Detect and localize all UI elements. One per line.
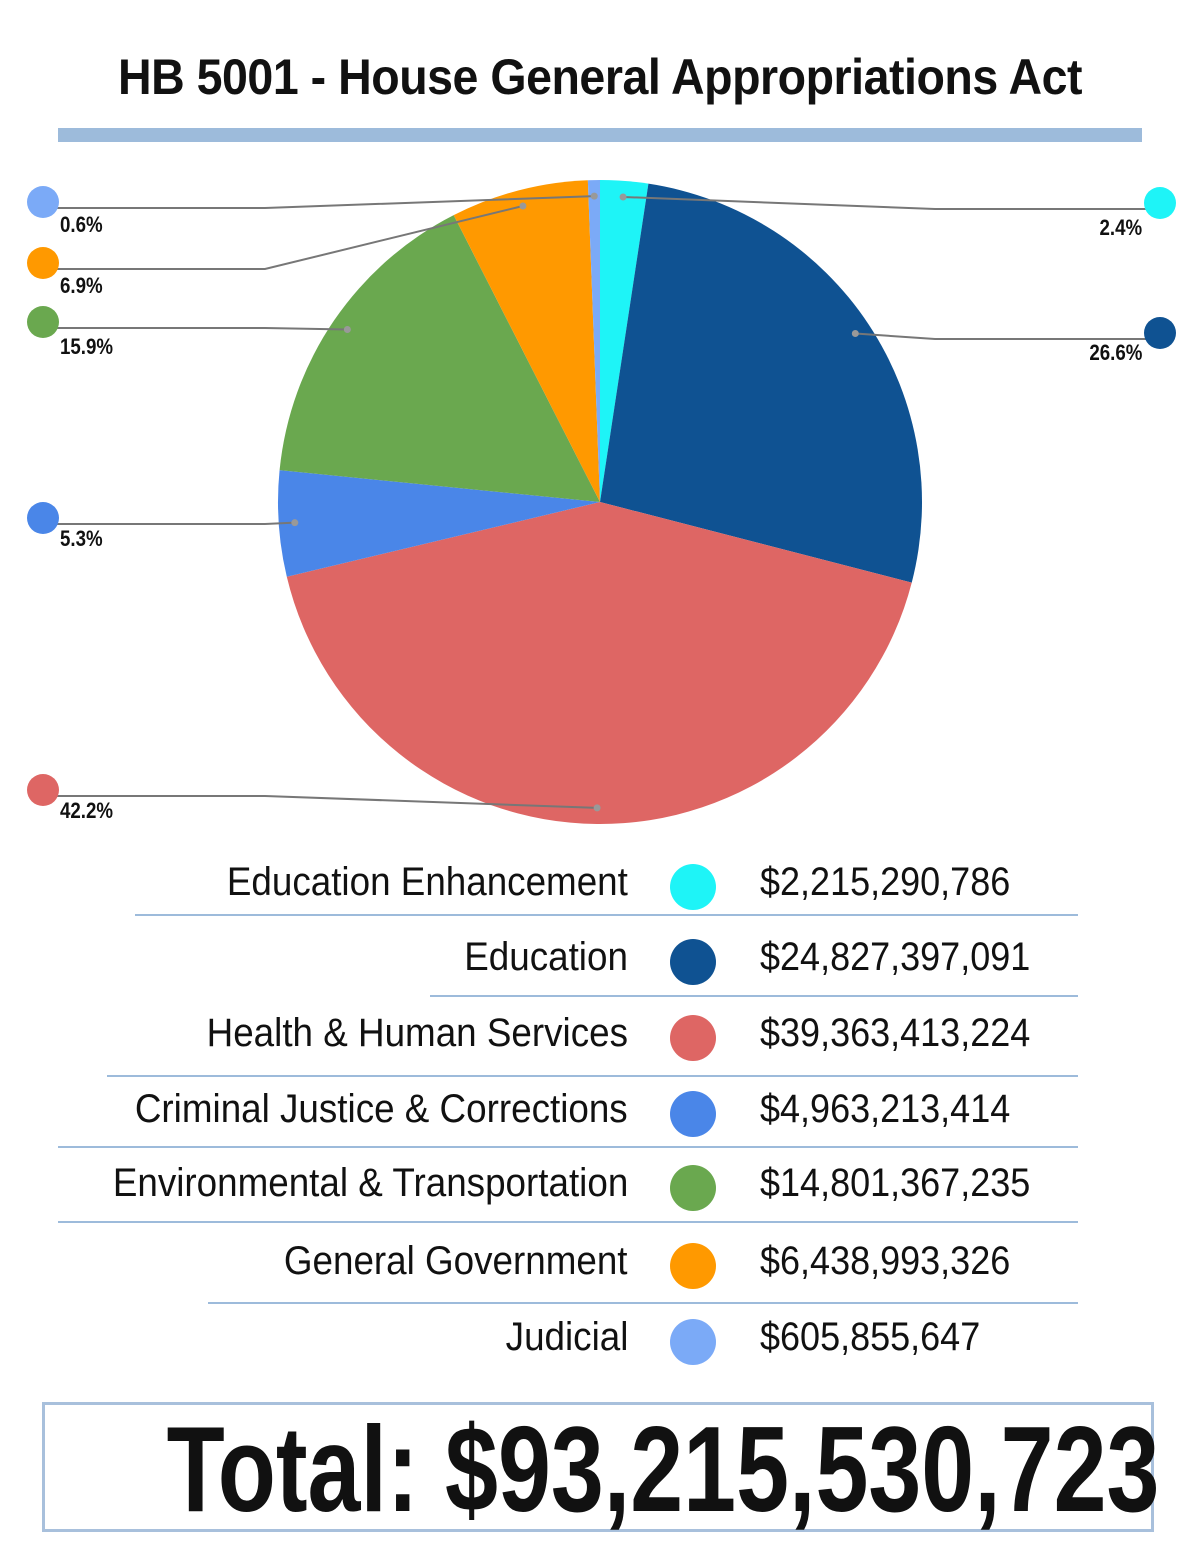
pie-slice-6 [587,180,600,502]
legend-label: Environmental & Transportation [112,1161,628,1205]
legend-amount: $39,363,413,224 [760,1011,1031,1055]
leader-line-6 [43,195,595,209]
leader-line-3 [43,521,295,525]
leader-anchor-6 [590,192,598,200]
leader-anchor-2 [593,804,601,812]
pie-chart [27,180,1176,824]
total-box: Total: $93,215,530,723 [42,1401,1160,1537]
legend-row: Education Enhancement $2,215,290,786 [0,860,1200,930]
legend-color-dot [670,1319,716,1365]
callout-dot-2 [27,774,59,806]
leader-line-0 [623,195,1160,210]
leader-line-5 [43,204,524,270]
pie-slice-0 [600,180,649,502]
legend-color-dot [670,1165,716,1211]
leader-anchor-4 [343,326,351,334]
pie-slice-2 [286,502,912,824]
legend-row: General Government $6,438,993,326 [0,1239,1200,1309]
legend-divider [58,1221,1078,1223]
legend-row: Judicial $605,855,647 [0,1315,1200,1385]
chart-title: HB 5001 - House General Appropriations A… [117,49,1083,105]
legend-color-dot [670,1015,716,1061]
leader-line-2 [43,795,598,809]
legend-divider [58,1146,1078,1148]
callout-dot-0 [1144,187,1176,219]
percent-label-5: 6.9% [60,273,103,298]
legend-color-dot [670,1243,716,1289]
legend-label: Judicial [505,1315,628,1359]
callout-dot-6 [27,186,59,218]
legend-label: Criminal Justice & Corrections [135,1087,628,1131]
leader-anchor-0 [619,193,627,201]
legend-amount: $14,801,367,235 [760,1161,1031,1205]
percent-label-2: 42.2% [60,798,114,823]
legend-row: Education $24,827,397,091 [0,935,1200,1005]
percent-label-6: 0.6% [60,212,103,237]
callout-dot-5 [27,247,59,279]
legend-amount: $2,215,290,786 [760,860,1011,904]
leader-anchor-5 [519,202,527,210]
callout-dot-4 [27,306,59,338]
legend-color-dot [670,939,716,985]
legend-label: Health & Human Services [206,1011,628,1055]
legend-amount: $6,438,993,326 [760,1239,1011,1283]
leader-line-4 [43,327,348,331]
pie-slice-1 [600,183,922,583]
legend-divider [430,995,1078,997]
legend-row: Health & Human Services $39,363,413,224 [0,1011,1200,1081]
percent-label-4: 15.9% [60,334,114,359]
legend-label: Education Enhancement [227,860,628,904]
percent-label-0: 2.4% [1099,215,1142,240]
title-underline-bar [58,128,1142,142]
leader-line-1 [855,332,1160,340]
percent-label-3: 5.3% [60,526,103,551]
legend-divider [208,1302,1078,1304]
legend-label: General Government [284,1239,628,1283]
pie-slice-3 [277,470,600,577]
leader-anchor-3 [291,519,299,527]
callout-dot-3 [27,502,59,534]
total-amount: Total: $93,215,530,723 [166,1401,1160,1537]
pie-slice-5 [453,180,600,502]
percent-label-1: 26.6% [1088,340,1142,365]
legend-amount: $4,963,213,414 [760,1087,1011,1131]
legend-amount: $605,855,647 [760,1315,981,1359]
leader-anchor-1 [851,330,859,338]
legend-color-dot [670,864,716,910]
legend-row: Environmental & Transportation $14,801,3… [0,1161,1200,1231]
legend-divider [107,1075,1078,1077]
legend-color-dot [670,1091,716,1137]
callout-dot-1 [1144,317,1176,349]
legend-amount: $24,827,397,091 [760,935,1031,979]
legend-row: Criminal Justice & Corrections $4,963,21… [0,1087,1200,1157]
legend-label: Education [464,935,628,979]
pie-slice-4 [279,215,600,502]
legend-divider [135,914,1078,916]
